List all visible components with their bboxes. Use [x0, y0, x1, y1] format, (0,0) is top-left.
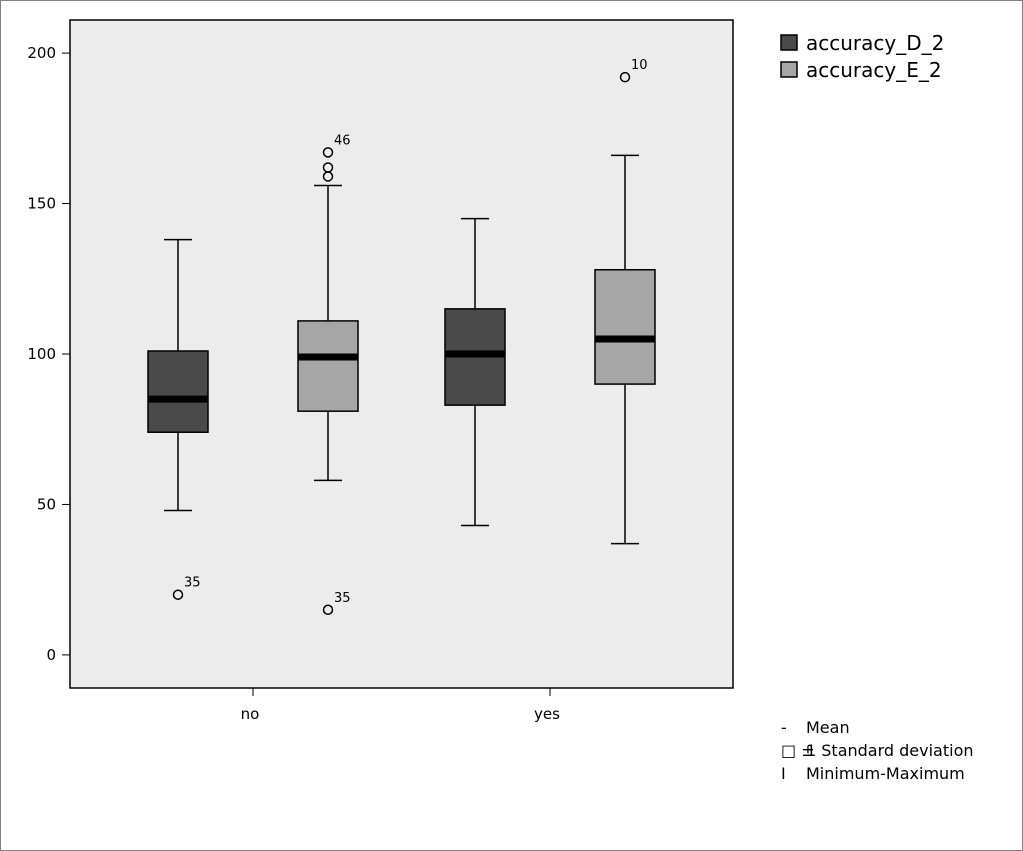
y-tick-label: 50	[37, 495, 56, 513]
outlier-point	[322, 604, 334, 616]
outlier-point	[172, 589, 184, 600]
box-accuracy_D_2-no	[147, 350, 209, 433]
outlier-label: 46	[334, 133, 351, 148]
legend-swatch	[780, 34, 798, 51]
outlier-label: 10	[631, 58, 648, 73]
x-tick-label: yes	[534, 705, 560, 723]
outlier-label: 35	[184, 576, 201, 591]
legend-swatch	[780, 61, 798, 78]
note-label: 1 Standard deviation	[806, 741, 974, 760]
outlier-point	[322, 147, 334, 158]
note-symbol: I	[781, 764, 786, 783]
y-tick-label: 100	[27, 345, 56, 363]
outlier-point	[322, 162, 334, 173]
note-label: Minimum-Maximum	[806, 764, 965, 783]
y-tick-label: 150	[27, 195, 56, 213]
x-tick-label: no	[241, 705, 260, 723]
note-symbol: □ ±	[781, 741, 815, 760]
y-tick-label: 200	[27, 44, 56, 62]
box-accuracy_E_2-no	[297, 320, 359, 412]
outlier-point	[619, 71, 631, 83]
legend-label: accuracy_D_2	[806, 31, 944, 55]
legend-label: accuracy_E_2	[806, 58, 942, 82]
y-tick-label: 0	[46, 646, 56, 664]
outlier-label: 35	[334, 591, 351, 606]
note-symbol: -	[781, 718, 787, 737]
box-accuracy_E_2-yes	[594, 268, 656, 385]
note-label: Mean	[806, 718, 850, 737]
